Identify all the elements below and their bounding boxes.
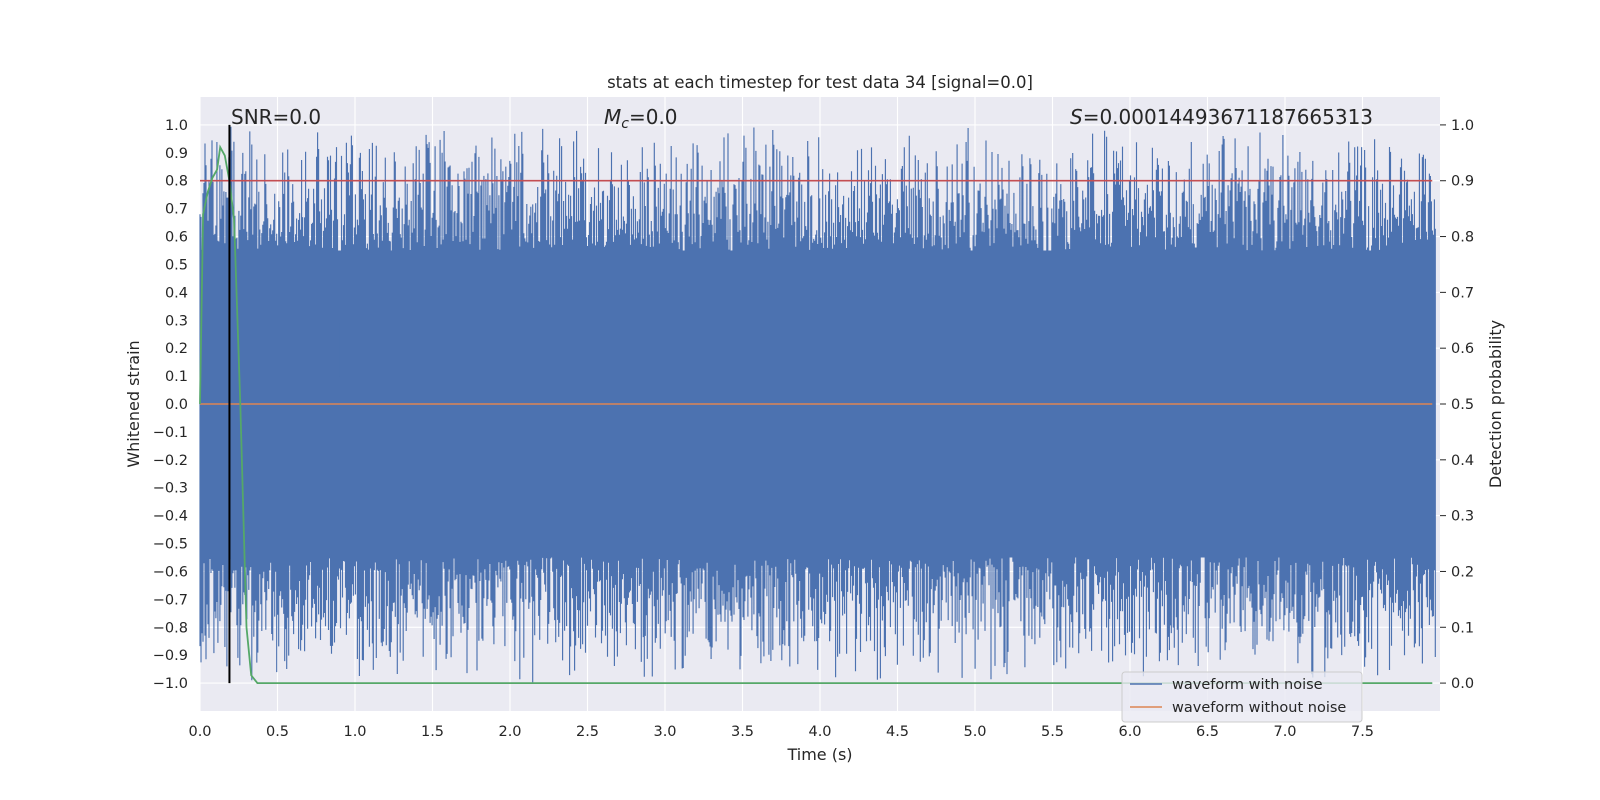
y-right-tick-label: 0.6 (1451, 341, 1474, 357)
snr-annotation: SNR=0.0 (231, 105, 321, 129)
y-axis-label: Whitened strain (124, 340, 143, 467)
x-tick-label: 0.0 (188, 724, 211, 740)
detection-probability-line (199, 144, 1433, 684)
legend-box (1121, 671, 1363, 723)
x-tick-label: 3.5 (731, 724, 754, 740)
x-tick-label: 2.5 (576, 724, 599, 740)
y-tick-label: −0.5 (153, 537, 188, 553)
chart-title: stats at each timestep for test data 34 … (607, 73, 1033, 92)
y-right-tick-label: 0.8 (1451, 230, 1474, 246)
y-tick-label: 0.0 (165, 397, 188, 413)
y-right-tick-label: 0.0 (1451, 676, 1474, 692)
x-tick-label: 5.5 (1041, 724, 1064, 740)
y-right-tick-label: 0.9 (1451, 174, 1474, 190)
y-right-tick-label: 1.0 (1451, 118, 1474, 134)
tick-labels: 0.0 0.5 1.0 1.5 2.0 2.5 3.0 3.5 4.0 4.5 5.0 5.5 6.0 6… (153, 118, 1474, 740)
y-tick-label: 0.3 (165, 313, 188, 329)
y-right-tick-label: 0.1 (1451, 620, 1474, 636)
legend: waveform with noise waveform without noi… (1121, 671, 1363, 723)
x-tick-label: 4.0 (808, 724, 831, 740)
y-tick-label: 0.6 (165, 230, 188, 246)
y-tick-label: 0.4 (165, 285, 188, 301)
y-tick-label: −0.1 (153, 425, 188, 441)
y-tick-label: −0.6 (153, 564, 188, 580)
y-axis-label-right: Detection probability (1486, 320, 1505, 488)
x-tick-label: 6.5 (1196, 724, 1219, 740)
x-tick-label: 5.0 (963, 724, 986, 740)
score-annotation: S=0.00014493671187665313 (1070, 105, 1373, 129)
x-axis-label: Time (s) (786, 745, 852, 764)
x-tick-label: 6.0 (1118, 724, 1141, 740)
legend-label-waveform-without-noise: waveform without noise (1172, 700, 1346, 716)
chirp-mass-subscript: c (621, 116, 629, 132)
y-tick-label: −1.0 (153, 676, 188, 692)
x-tick-label: 0.5 (266, 724, 289, 740)
y-right-tick-label: 0.5 (1451, 397, 1474, 413)
x-tick-label: 4.5 (886, 724, 909, 740)
y-tick-label: 0.8 (165, 174, 188, 190)
y-tick-label: −0.3 (153, 481, 188, 497)
waveform-with-noise-line (199, 126, 1436, 683)
y-tick-label: −0.9 (153, 648, 188, 664)
y-tick-label: −0.4 (153, 509, 188, 525)
score-value: =0.00014493671187665313 (1083, 105, 1373, 129)
y-tick-label: 0.7 (165, 202, 188, 218)
legend-label-waveform-with-noise: waveform with noise (1172, 677, 1323, 693)
y-tick-label: 0.9 (165, 146, 188, 162)
y-tick-label: 0.5 (165, 257, 188, 273)
x-tick-label: 1.0 (343, 724, 366, 740)
score-symbol: S (1070, 105, 1083, 129)
x-tick-label: 7.0 (1273, 724, 1296, 740)
chirp-mass-annotation: Mc=0.0 (604, 105, 678, 132)
x-tick-label: 2.0 (498, 724, 521, 740)
y-right-tick-label: 0.2 (1451, 564, 1474, 580)
y-tick-label: 0.2 (165, 341, 188, 357)
y-tick-label: 1.0 (165, 118, 188, 134)
x-tick-label: 7.5 (1351, 724, 1374, 740)
x-tick-label: 3.0 (653, 724, 676, 740)
y-tick-label: −0.8 (153, 620, 188, 636)
overlay-series (199, 124, 1433, 684)
y-tick-label: −0.7 (153, 592, 188, 608)
y-right-tick-label: 0.7 (1451, 285, 1474, 301)
y-tick-label: −0.2 (153, 453, 188, 469)
y-tick-label: 0.1 (165, 369, 188, 385)
chirp-mass-value: =0.0 (629, 105, 678, 129)
chirp-mass-symbol: M (604, 105, 621, 129)
y-right-tick-label: 0.4 (1451, 453, 1474, 469)
y-right-tick-label: 0.3 (1451, 509, 1474, 525)
x-tick-label: 1.5 (421, 724, 444, 740)
